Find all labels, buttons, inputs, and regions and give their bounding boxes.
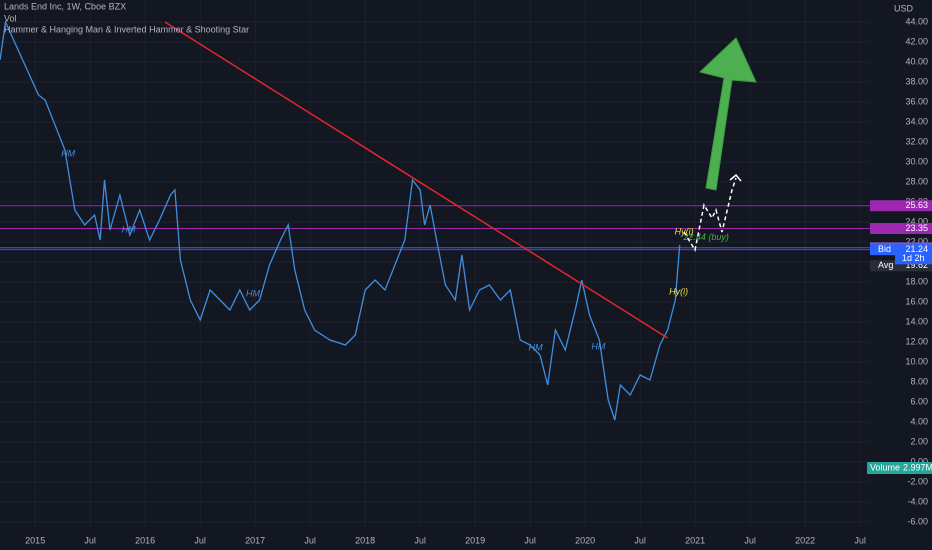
y-tick-label: -2.00: [907, 476, 928, 486]
level-value: 25.63: [905, 200, 928, 210]
y-tick-label: 16.00: [905, 296, 928, 306]
y-tick-label: -6.00: [907, 516, 928, 526]
x-tick-label: 2022: [795, 535, 815, 545]
volume-name: Volume: [870, 462, 900, 472]
y-tick-label: 40.00: [905, 56, 928, 66]
price-line: [0, 19, 681, 421]
indicator: Hammer & Hanging Man & Inverted Hammer &…: [4, 24, 249, 34]
y-tick-label: -4.00: [907, 496, 928, 506]
annotation: HM: [122, 224, 136, 234]
annotation: 22.44 (buy): [682, 232, 729, 242]
level-name: Bid: [878, 244, 891, 254]
projection: [683, 177, 737, 253]
indicator: Vol: [4, 13, 17, 23]
y-tick-label: 18.00: [905, 276, 928, 286]
volume-badge: [867, 462, 932, 474]
x-tick-label: Jul: [194, 535, 206, 545]
level-value: 21.24: [905, 244, 928, 254]
y-tick-label: 2.00: [910, 436, 928, 446]
level-badge: [870, 200, 932, 212]
y-tick-label: 0.00: [910, 456, 928, 466]
arrow: [698, 37, 757, 191]
y-tick-label: 30.00: [905, 156, 928, 166]
y-tick-label: 12.00: [905, 336, 928, 346]
x-tick-label: 2018: [355, 535, 375, 545]
x-tick-label: Jul: [84, 535, 96, 545]
projection-head: [729, 173, 742, 182]
y-tick-label: 34.00: [905, 116, 928, 126]
y-tick-label: 6.00: [910, 396, 928, 406]
y-tick-label: 36.00: [905, 96, 928, 106]
countdown-badge: [895, 253, 932, 265]
annotation: Hy(i): [669, 286, 688, 296]
level-value: 23.35: [905, 223, 928, 233]
x-tick-label: Jul: [634, 535, 646, 545]
y-tick-label: 4.00: [910, 416, 928, 426]
x-tick-label: 2017: [245, 535, 265, 545]
annotation: Hy(i): [675, 226, 694, 236]
x-tick-label: Jul: [304, 535, 316, 545]
x-tick-label: Jul: [854, 535, 866, 545]
x-tick-label: 2016: [135, 535, 155, 545]
y-tick-label: 8.00: [910, 376, 928, 386]
y-tick-label: 22.00: [905, 236, 928, 246]
y-tick-label: 24.00: [905, 216, 928, 226]
price-axis: [870, 0, 932, 550]
countdown: 1d 2h: [902, 253, 925, 263]
grid: [0, 0, 870, 527]
annotation: HM: [61, 148, 75, 158]
x-tick-label: 2021: [685, 535, 705, 545]
level-badge: [870, 244, 932, 256]
y-tick-label: 14.00: [905, 316, 928, 326]
level-name: Avg: [878, 260, 893, 270]
x-tick-label: Jul: [744, 535, 756, 545]
y-tick-label: 28.00: [905, 176, 928, 186]
trendline: [164, 21, 669, 339]
annotation: HM: [591, 341, 605, 351]
time-axis: [0, 528, 932, 550]
volume-label: 2.997M: [903, 462, 932, 472]
x-tick-label: 2019: [465, 535, 485, 545]
level-badge: [870, 260, 932, 272]
y-tick-label: 38.00: [905, 76, 928, 86]
x-tick-label: Jul: [524, 535, 536, 545]
x-tick-label: 2015: [25, 535, 45, 545]
y-tick-label: 44.00: [905, 16, 928, 26]
annotation: HM: [529, 342, 543, 352]
x-tick-label: Jul: [414, 535, 426, 545]
axis: 44.00 42.00 40.00 38.00 36.00 34.00 32.00 30.00…: [25, 16, 932, 545]
y-tick-label: 10.00: [905, 356, 928, 366]
annotation: HM: [246, 288, 260, 298]
level-badge: [870, 223, 932, 234]
level-value: 19.62: [905, 260, 928, 270]
y-tick-label: 32.00: [905, 136, 928, 146]
currency: USD: [894, 3, 914, 13]
y-tick-label: 42.00: [905, 36, 928, 46]
x-tick-label: 2020: [575, 535, 595, 545]
chart-title: Lands End Inc, 1W, Cboe BZX: [4, 1, 126, 11]
